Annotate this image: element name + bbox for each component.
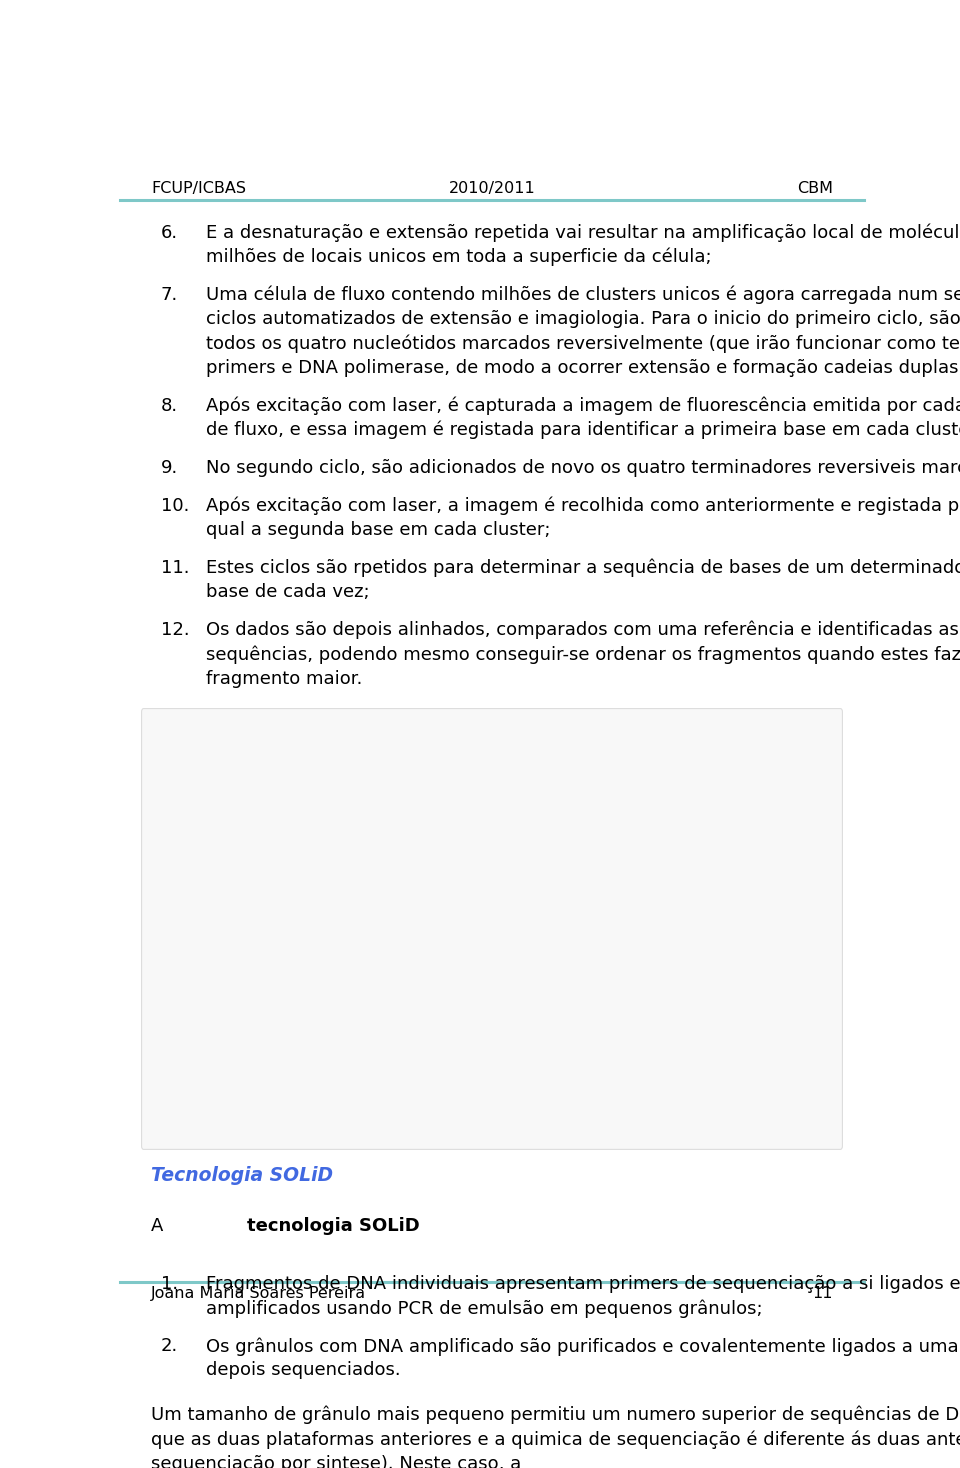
Text: Um tamanho de grânulo mais pequeno permitiu um numero superior de sequências de : Um tamanho de grânulo mais pequeno permi… <box>152 1406 960 1424</box>
Text: Tecnologia SOLiD: Tecnologia SOLiD <box>152 1167 333 1185</box>
Text: amplificados usando PCR de emulsão em pequenos grânulos;: amplificados usando PCR de emulsão em pe… <box>205 1299 762 1318</box>
Text: de fluxo, e essa imagem é registada para identificar a primeira base em cada clu: de fluxo, e essa imagem é registada para… <box>205 421 960 439</box>
Text: A: A <box>152 1217 169 1235</box>
Text: Estes ciclos são rpetidos para determinar a sequência de bases de um determinado: Estes ciclos são rpetidos para determina… <box>205 559 960 577</box>
Text: Uma célula de fluxo contendo milhões de clusters unicos é agora carregada num se: Uma célula de fluxo contendo milhões de … <box>205 286 960 304</box>
Text: 9.: 9. <box>161 458 179 477</box>
Text: 1.: 1. <box>161 1274 178 1293</box>
Text: Fragmentos de DNA individuais apresentam primers de sequenciação a si ligados e : Fragmentos de DNA individuais apresentam… <box>205 1274 960 1293</box>
Text: milhões de locais unicos em toda a superficie da célula;: milhões de locais unicos em toda a super… <box>205 248 711 266</box>
Text: qual a segunda base em cada cluster;: qual a segunda base em cada cluster; <box>205 521 550 539</box>
Text: Após excitação com laser, é capturada a imagem de fluorescência emitida por cada: Após excitação com laser, é capturada a … <box>205 396 960 415</box>
Text: sequências, podendo mesmo conseguir-se ordenar os fragmentos quando estes fazem : sequências, podendo mesmo conseguir-se o… <box>205 646 960 664</box>
Text: 2.: 2. <box>161 1337 179 1355</box>
Text: Os grânulos com DNA amplificado são purificados e covalentemente ligados a uma s: Os grânulos com DNA amplificado são puri… <box>205 1337 960 1355</box>
Text: sequenciação por sintese). Neste caso, a: sequenciação por sintese). Neste caso, a <box>152 1455 527 1468</box>
Text: 11.: 11. <box>161 559 189 577</box>
Text: Joana Maria Soares Pereira: Joana Maria Soares Pereira <box>152 1286 367 1301</box>
Text: Os dados são depois alinhados, comparados com uma referência e identificadas as : Os dados são depois alinhados, comparado… <box>205 621 960 640</box>
Text: ciclos automatizados de extensão e imagiologia. Para o inicio do primeiro ciclo,: ciclos automatizados de extensão e imagi… <box>205 310 960 329</box>
Text: primers e DNA polimerase, de modo a ocorrer extensão e formação cadeias duplas;: primers e DNA polimerase, de modo a ocor… <box>205 358 960 377</box>
FancyBboxPatch shape <box>141 709 843 1149</box>
Text: No segundo ciclo, são adicionados de novo os quatro terminadores reversiveis mar: No segundo ciclo, são adicionados de nov… <box>205 458 960 477</box>
Text: 12.: 12. <box>161 621 189 639</box>
Text: 11: 11 <box>812 1286 832 1301</box>
Text: Após excitação com laser, a imagem é recolhida como anteriormente e registada pa: Após excitação com laser, a imagem é rec… <box>205 496 960 515</box>
Text: 10.: 10. <box>161 496 189 515</box>
Text: tecnologia SOLiD: tecnologia SOLiD <box>247 1217 420 1235</box>
Text: E a desnaturação e extensão repetida vai resultar na amplificação local de moléc: E a desnaturação e extensão repetida vai… <box>205 223 960 242</box>
Text: 7.: 7. <box>161 286 179 304</box>
Text: fragmento maior.: fragmento maior. <box>205 669 362 687</box>
Text: CBM: CBM <box>797 181 832 195</box>
Text: 6.: 6. <box>161 223 178 242</box>
Text: FCUP/ICBAS: FCUP/ICBAS <box>152 181 247 195</box>
Text: que as duas plataformas anteriores e a quimica de sequenciação é diferente ás du: que as duas plataformas anteriores e a q… <box>152 1430 960 1449</box>
Text: todos os quatro nucleótidos marcados reversivelmente (que irão funcionar como te: todos os quatro nucleótidos marcados rev… <box>205 335 960 352</box>
Text: base de cada vez;: base de cada vez; <box>205 583 370 600</box>
Text: 2010/2011: 2010/2011 <box>448 181 536 195</box>
Text: 8.: 8. <box>161 396 178 414</box>
Text: depois sequenciados.: depois sequenciados. <box>205 1361 400 1380</box>
